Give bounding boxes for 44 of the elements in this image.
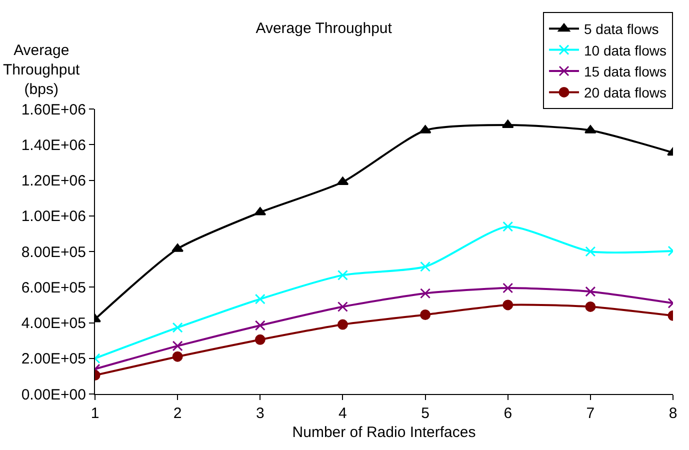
point [254,294,266,304]
x-tick-label: 6 [504,405,512,422]
point [502,282,514,294]
x-axis-title: Number of Radio Interfaces [292,424,476,441]
point [254,320,266,331]
chart-title: Average Throughput [256,20,393,37]
point [502,221,514,232]
point [172,322,183,333]
point [420,309,431,320]
point [420,288,431,299]
y-tick-label: 2.00E+05 [21,350,86,368]
y-tick-label: 1.40E+06 [21,136,86,154]
point [585,301,596,312]
x-tick-label: 2 [173,405,182,422]
y-tick-label: 8.00E+05 [21,244,86,261]
x-tick-label: 1 [90,405,100,422]
y-tick-label: 1.00E+06 [21,208,86,226]
point [336,176,349,186]
point [254,334,266,345]
point [337,319,348,330]
legend-label: 20 data flows [584,84,666,101]
x-tick-label: 7 [586,405,595,422]
y-tick-label: 0.00E+00 [21,386,86,404]
point [585,246,596,257]
point [172,351,183,362]
legend-label: 10 data flows [584,42,666,58]
y-tick-label: 6.00E+05 [21,279,86,296]
point [420,261,431,272]
point [337,301,348,312]
point [502,120,514,128]
y-axis-title: Average Throughput (bps) [3,42,81,98]
point [585,286,596,297]
y-tick-label: 1.60E+06 [21,101,86,118]
y-tick-label: 1.20E+06 [21,172,86,190]
x-tick-label: 3 [256,405,264,422]
point [502,300,514,310]
point [172,340,183,352]
legend-label: 5 data flows [584,21,659,38]
y-tick-label: 4.00E+05 [21,315,86,332]
x-tick-label: 5 [421,405,430,422]
x-tick-label: 4 [338,405,347,422]
x-tick-label: 8 [668,405,678,422]
point [337,270,348,280]
legend-label: 15 data flows [584,63,666,80]
